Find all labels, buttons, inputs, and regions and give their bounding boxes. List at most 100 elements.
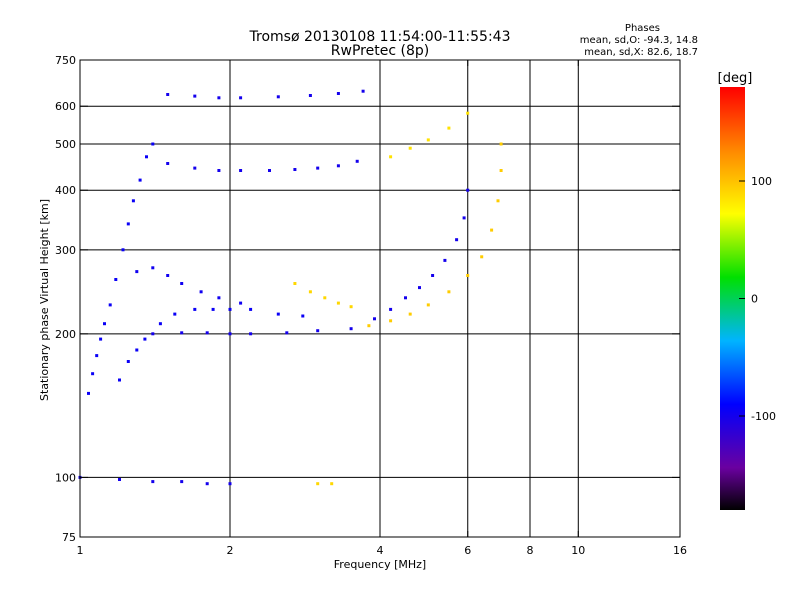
echo-point xyxy=(249,307,253,311)
y-axis-label: Stationary phase Virtual Height [km] xyxy=(38,199,51,401)
echo-point xyxy=(308,290,312,294)
colorbar-tick-label: 100 xyxy=(751,175,772,188)
colorbar-tick-label: -100 xyxy=(751,410,776,423)
echo-point xyxy=(114,278,118,281)
echo-point xyxy=(239,169,243,172)
echo-point xyxy=(466,111,470,115)
x-tick-label: 16 xyxy=(673,544,687,557)
echo-point xyxy=(151,266,155,270)
x-tick-label: 6 xyxy=(464,544,471,557)
echo-point xyxy=(126,360,130,363)
colorbar-label: [deg] xyxy=(718,71,753,86)
echo-point xyxy=(316,329,320,333)
echo-point xyxy=(131,199,135,203)
echo-point xyxy=(193,166,197,170)
x-axis-ticks: 1 2 4 6 8 10 16 xyxy=(77,60,687,557)
colorbar-tick-label: 0 xyxy=(751,293,758,306)
chart-subtitle: RwPretec (8p) xyxy=(331,43,429,59)
y-tick-label: 600 xyxy=(55,100,76,113)
chart-title: Tromsø 20130108 11:54:00-11:55:43 xyxy=(249,29,511,45)
echo-point xyxy=(466,274,470,277)
echo-point xyxy=(496,199,500,203)
echo-point xyxy=(103,322,106,326)
echo-point xyxy=(166,274,170,277)
echo-point xyxy=(466,188,470,192)
stats-x-mode: mean, sd,X: 82.6, 18.7 xyxy=(584,47,698,58)
echo-point xyxy=(336,301,340,305)
x-tick-label: 2 xyxy=(227,544,234,557)
echo-point xyxy=(301,314,305,318)
colorbar-ticks: 100 0 -100 xyxy=(739,175,776,423)
echo-point xyxy=(316,166,320,170)
echo-point xyxy=(95,354,99,358)
echo-point xyxy=(349,327,353,331)
y-tick-label: 200 xyxy=(55,328,76,341)
y-tick-label: 400 xyxy=(55,184,76,197)
echo-point xyxy=(126,222,130,226)
echo-point xyxy=(217,296,221,300)
echo-point xyxy=(118,378,121,382)
echo-point xyxy=(217,96,221,100)
x-axis-label: Frequency [MHz] xyxy=(334,558,426,571)
echo-point xyxy=(91,372,95,376)
echo-point xyxy=(173,312,177,316)
y-tick-label: 500 xyxy=(55,138,76,151)
echo-point xyxy=(308,94,312,97)
y-tick-label: 300 xyxy=(55,244,76,257)
echo-point xyxy=(499,169,503,172)
echo-point xyxy=(447,126,451,130)
stats-o-mode: mean, sd,O: -94.3, 14.8 xyxy=(580,35,698,46)
echo-point xyxy=(249,332,253,336)
x-tick-label: 8 xyxy=(527,544,534,557)
echo-point xyxy=(166,93,170,96)
echo-point xyxy=(228,482,232,486)
echo-point xyxy=(293,282,297,285)
x-tick-label: 4 xyxy=(377,544,384,557)
y-tick-label: 100 xyxy=(55,471,76,484)
echo-point xyxy=(151,142,155,146)
echo-point xyxy=(268,169,271,172)
echo-point xyxy=(158,322,162,326)
echo-point xyxy=(431,274,435,277)
echo-point xyxy=(404,296,407,300)
echo-points xyxy=(78,89,503,486)
echo-point xyxy=(180,480,184,484)
echo-point xyxy=(330,482,334,486)
echo-point xyxy=(389,307,393,311)
echo-point xyxy=(87,391,90,395)
echo-point xyxy=(293,168,297,171)
echo-point xyxy=(211,307,215,311)
echo-point xyxy=(239,96,243,100)
echo-point xyxy=(336,92,340,95)
echo-point xyxy=(373,317,376,321)
echo-point xyxy=(408,146,412,150)
echo-point xyxy=(389,319,393,323)
echo-point xyxy=(99,337,103,341)
echo-point xyxy=(151,480,155,484)
echo-point xyxy=(361,89,365,93)
echo-point xyxy=(193,94,197,98)
y-axis-ticks: 75 100 200 300 400 500 600 750 xyxy=(55,54,680,544)
echo-point xyxy=(205,331,209,335)
grid-lines xyxy=(80,60,680,537)
echo-point xyxy=(462,216,466,220)
echo-point xyxy=(135,270,139,274)
echo-point xyxy=(355,159,359,163)
echo-point xyxy=(499,142,503,146)
echo-point xyxy=(447,290,451,294)
echo-point xyxy=(228,307,232,311)
echo-point xyxy=(143,337,147,341)
echo-point xyxy=(193,307,197,311)
echo-point xyxy=(166,162,170,165)
echo-point xyxy=(199,290,203,294)
x-tick-label: 10 xyxy=(571,544,585,557)
y-tick-label: 75 xyxy=(62,531,76,544)
echo-point xyxy=(228,332,232,336)
echo-point xyxy=(180,331,184,335)
echo-point xyxy=(426,303,430,307)
echo-point xyxy=(276,95,280,99)
echo-point xyxy=(205,482,209,486)
echo-point xyxy=(118,478,121,481)
echo-point xyxy=(389,155,393,159)
